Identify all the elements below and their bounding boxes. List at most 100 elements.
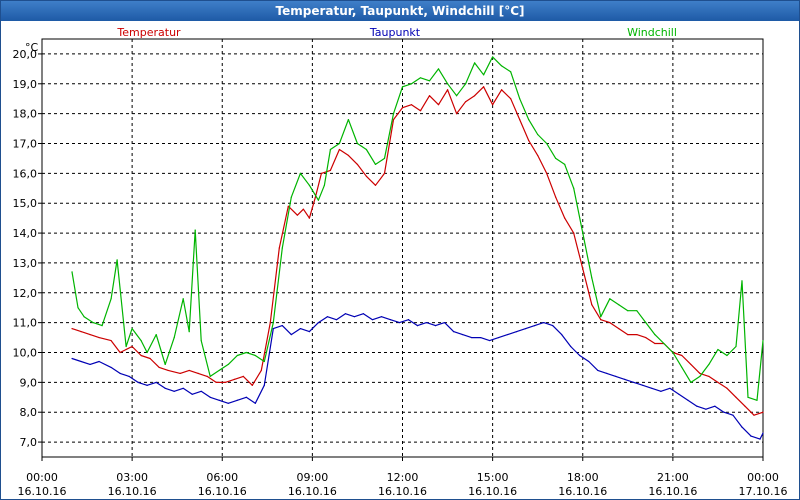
data-point-taupunkt	[119, 372, 121, 374]
data-point-temperatur	[80, 331, 82, 333]
data-point-taupunkt	[80, 360, 82, 363]
data-point-taupunkt	[98, 360, 100, 363]
data-point-temperatur	[131, 345, 133, 348]
data-point-windchill	[455, 95, 458, 97]
data-point-temperatur	[492, 104, 494, 106]
data-point-temperatur	[401, 107, 404, 109]
data-point-windchill	[555, 157, 557, 160]
data-point-temperatur	[302, 208, 304, 210]
data-point-windchill	[125, 345, 127, 348]
data-point-windchill	[188, 331, 190, 333]
data-point-taupunkt	[615, 375, 617, 377]
data-point-taupunkt	[71, 357, 73, 360]
data-point-temperatur	[329, 169, 331, 171]
data-point-windchill	[392, 113, 395, 115]
data-point-temperatur	[546, 172, 548, 174]
data-point-windchill	[101, 325, 103, 327]
data-point-temperatur	[519, 119, 521, 121]
data-point-windchill	[690, 381, 692, 383]
x-tick-time-label: 00:00	[747, 471, 779, 484]
data-point-windchill	[356, 142, 359, 145]
data-point-windchill	[564, 163, 566, 165]
data-point-taupunkt	[272, 328, 274, 330]
data-point-windchill	[263, 360, 265, 363]
data-point-windchill	[155, 333, 157, 336]
data-point-temperatur	[717, 381, 719, 383]
data-point-temperatur	[645, 336, 647, 339]
y-tick-label: 16,0	[13, 167, 38, 180]
data-point-windchill	[131, 328, 133, 330]
x-tick-date-label: 16.10.16	[558, 485, 607, 498]
data-point-temperatur	[762, 411, 764, 413]
data-point-windchill	[308, 184, 310, 186]
data-point-temperatur	[681, 354, 683, 357]
data-point-windchill	[317, 199, 319, 201]
data-point-temperatur	[627, 333, 629, 336]
data-point-temperatur	[419, 110, 422, 112]
data-point-windchill	[741, 280, 743, 282]
data-point-windchill	[116, 259, 118, 261]
data-point-windchill	[654, 333, 656, 336]
y-tick-label: 19,0	[13, 78, 38, 91]
data-point-temperatur	[110, 339, 112, 342]
data-point-windchill	[182, 298, 184, 300]
data-point-taupunkt	[489, 339, 491, 342]
data-point-taupunkt	[660, 390, 662, 392]
data-point-windchill	[323, 184, 325, 186]
x-tick-date-label: 16.10.16	[18, 485, 67, 498]
data-point-taupunkt	[570, 345, 572, 348]
data-point-windchill	[699, 375, 701, 377]
data-point-windchill	[546, 142, 548, 145]
data-point-windchill	[756, 399, 758, 401]
data-point-taupunkt	[110, 366, 112, 369]
data-point-taupunkt	[317, 322, 319, 324]
data-point-taupunkt	[173, 390, 175, 392]
data-point-taupunkt	[137, 381, 139, 383]
data-point-taupunkt	[182, 387, 184, 389]
data-point-windchill	[474, 62, 476, 64]
data-point-taupunkt	[633, 381, 635, 383]
data-point-taupunkt	[254, 402, 256, 404]
data-point-temperatur	[555, 196, 557, 198]
data-point-temperatur	[501, 89, 503, 91]
data-point-taupunkt	[227, 402, 229, 404]
x-tick-date-label: 16.10.16	[288, 485, 337, 498]
data-point-taupunkt	[200, 390, 202, 392]
data-point-taupunkt	[552, 325, 554, 327]
data-point-temperatur	[233, 378, 235, 380]
data-point-taupunkt	[525, 328, 527, 330]
data-point-windchill	[410, 83, 413, 85]
data-point-temperatur	[98, 336, 100, 339]
data-point-temperatur	[392, 119, 395, 121]
data-point-temperatur	[278, 247, 280, 249]
data-point-taupunkt	[741, 426, 743, 428]
data-point-taupunkt	[705, 408, 707, 410]
x-tick-date-label: 16.10.16	[648, 485, 697, 498]
data-point-windchill	[290, 196, 292, 198]
data-point-taupunkt	[498, 336, 500, 339]
y-tick-label: 12,0	[13, 287, 38, 300]
data-point-temperatur	[573, 232, 575, 234]
data-point-windchill	[464, 83, 467, 85]
data-point-windchill	[200, 339, 202, 342]
data-point-windchill	[218, 369, 220, 372]
data-point-temperatur	[474, 95, 476, 97]
data-point-windchill	[173, 336, 175, 339]
data-point-taupunkt	[407, 319, 410, 321]
data-point-temperatur	[269, 322, 271, 324]
data-point-temperatur	[636, 333, 638, 336]
data-point-temperatur	[510, 98, 512, 100]
x-tick-time-label: 03:00	[116, 471, 148, 484]
data-point-taupunkt	[209, 396, 211, 398]
data-point-taupunkt	[762, 432, 764, 434]
x-tick-time-label: 12:00	[387, 471, 419, 484]
x-tick-time-label: 21:00	[657, 471, 689, 484]
data-point-taupunkt	[362, 313, 365, 315]
data-point-temperatur	[224, 381, 226, 383]
data-point-windchill	[329, 148, 331, 151]
y-tick-label: 8,0	[20, 406, 38, 419]
data-point-taupunkt	[164, 387, 166, 389]
data-point-temperatur	[446, 89, 449, 91]
data-point-taupunkt	[89, 363, 91, 366]
